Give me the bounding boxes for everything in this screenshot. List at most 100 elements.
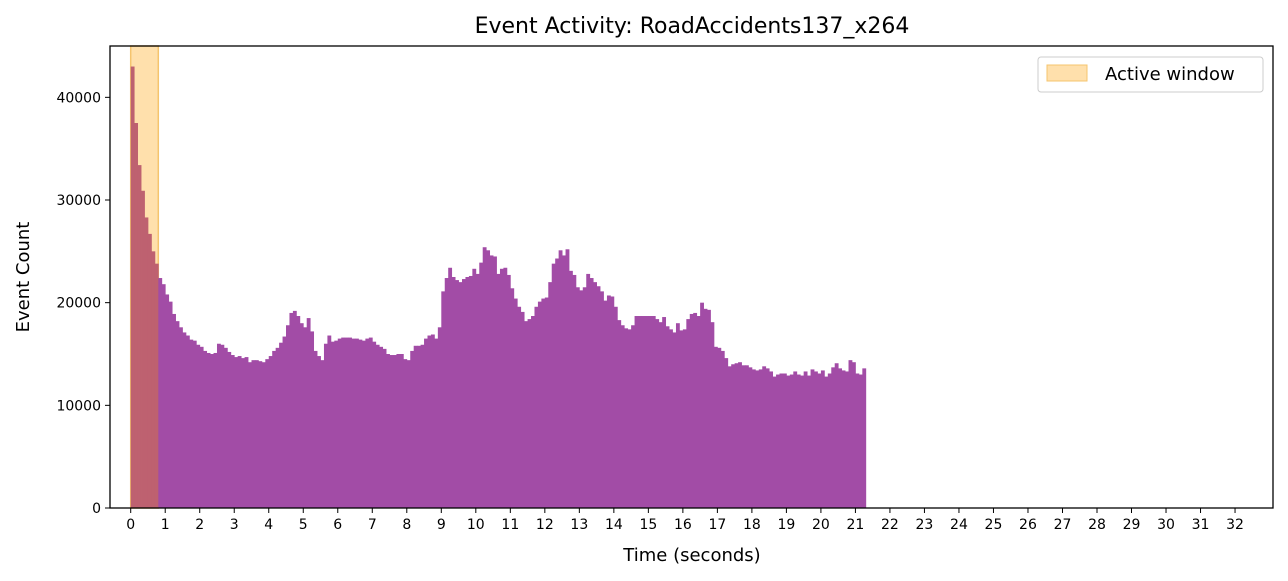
histogram-bar [713, 346, 718, 508]
histogram-bar [724, 358, 729, 508]
x-tick-label: 1 [161, 517, 170, 533]
histogram-bar [531, 316, 535, 508]
histogram-bar [265, 359, 270, 508]
histogram-bar [493, 256, 497, 508]
histogram-bar [679, 330, 684, 508]
x-tick-label: 30 [1157, 517, 1175, 533]
x-tick-label: 31 [1192, 517, 1210, 533]
histogram-bar [189, 339, 194, 508]
histogram-bar [282, 336, 287, 508]
histogram-bar [403, 359, 408, 508]
histogram-bar [465, 277, 470, 508]
histogram-bar [641, 316, 646, 508]
plot-frame [109, 45, 1274, 509]
histogram-bar [568, 270, 573, 508]
histogram-bar [862, 368, 867, 508]
histogram-bar [810, 369, 815, 508]
histogram-bar [751, 369, 756, 508]
histogram-bar [254, 360, 259, 508]
histogram-bar [789, 374, 794, 508]
histogram-bar [600, 291, 604, 508]
x-tick-label: 29 [1123, 517, 1141, 533]
histogram-bar [524, 321, 528, 508]
histogram-bar [306, 318, 311, 508]
histogram-bar [175, 321, 180, 508]
histogram-bar [372, 341, 377, 508]
x-axis-label: Time (seconds) [622, 545, 760, 566]
histogram-bar [334, 340, 339, 508]
histogram-bar [147, 233, 152, 508]
histogram-bar [610, 296, 615, 508]
histogram-bar [838, 368, 843, 508]
histogram-bar [855, 373, 860, 508]
histogram-bar [537, 301, 542, 508]
histogram-bar [468, 275, 473, 508]
x-tick-label: 3 [230, 517, 239, 533]
histogram-bar [579, 290, 584, 508]
x-tick-label: 13 [570, 517, 588, 533]
histogram-bar [755, 370, 760, 508]
x-tick-label: 25 [985, 517, 1003, 533]
x-tick-label: 7 [368, 517, 377, 533]
histogram-bar [365, 338, 370, 508]
histogram-bar [248, 362, 252, 508]
histogram-bar [686, 319, 691, 508]
histogram-bar [707, 309, 711, 508]
histogram-bar [410, 350, 415, 508]
histogram-bar [817, 373, 822, 508]
histogram-bar [144, 217, 149, 508]
x-tick-label: 17 [708, 517, 726, 533]
y-tick-label: 30000 [56, 193, 101, 209]
histogram-bar [517, 306, 522, 508]
histogram-bar [665, 326, 670, 508]
histogram-bar [606, 295, 611, 508]
histogram-bar [814, 371, 818, 508]
histogram-bar [185, 335, 190, 508]
histogram-bar [703, 308, 708, 508]
histogram-bar [796, 374, 801, 508]
histogram-bar [361, 340, 366, 508]
histogram-bar [417, 345, 421, 508]
histogram-bar [475, 273, 480, 508]
histogram-bar [848, 360, 853, 508]
legend: Active window [1037, 56, 1264, 93]
histogram-bar [631, 325, 635, 508]
histogram-bar [824, 376, 829, 508]
histogram-bar [541, 298, 546, 508]
histogram-bar [237, 356, 242, 508]
histogram-bar [769, 371, 773, 508]
y-axis-label: Event Count [13, 222, 34, 333]
histogram-bar [286, 325, 290, 508]
histogram-bar [658, 322, 663, 508]
histogram-bar [158, 278, 163, 508]
legend-box [1037, 56, 1264, 93]
histogram-bar [482, 247, 487, 508]
histogram-bar [172, 313, 176, 508]
histogram-bar [444, 278, 449, 508]
histogram-bar [562, 255, 566, 508]
histogram-bar [192, 340, 197, 508]
histogram-bar [513, 298, 518, 508]
histogram-bar [379, 346, 384, 508]
histogram-bar [596, 286, 601, 508]
histogram-bar [399, 354, 404, 508]
histogram-bar [820, 370, 825, 508]
histogram-bar [520, 311, 525, 508]
histogram-bar [310, 331, 315, 508]
histogram-bar [765, 368, 770, 508]
histogram-bar [651, 316, 656, 508]
histogram-bar [382, 348, 387, 508]
histogram-bar [358, 339, 363, 508]
histogram-bar [244, 357, 249, 508]
histogram-bar [261, 362, 266, 508]
histogram-bar [575, 287, 580, 508]
histogram-bar [437, 327, 442, 508]
x-tick-label: 8 [402, 517, 411, 533]
histogram-bar [448, 267, 453, 508]
histogram-bar [627, 329, 632, 508]
histogram-bar [317, 356, 321, 508]
y-tick-label: 40000 [56, 90, 101, 106]
x-tick-label: 0 [126, 517, 135, 533]
histogram-bar [313, 350, 318, 508]
histogram-bar [603, 300, 608, 508]
